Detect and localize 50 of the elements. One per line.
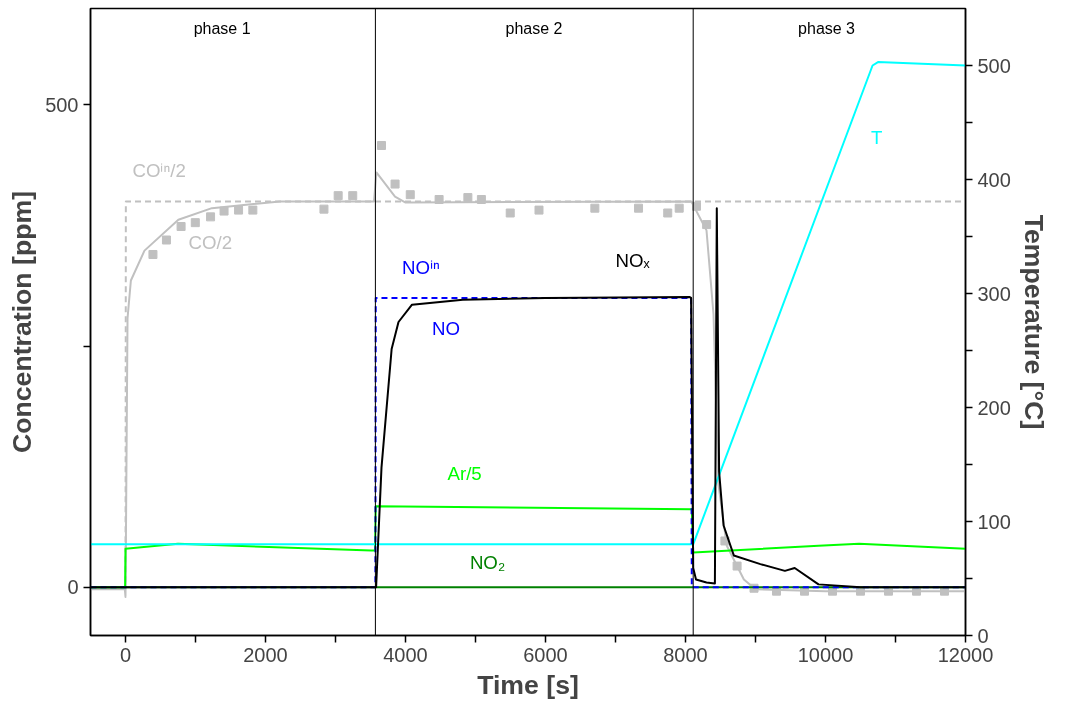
point (376, 140, 386, 150)
point (348, 191, 358, 201)
x-tick-label: 6000 (523, 643, 568, 666)
x-tick-label: 4000 (383, 643, 428, 666)
point (702, 220, 712, 230)
series-label: NOⁱⁿ (402, 256, 440, 278)
point (505, 208, 515, 218)
y2-tick-label: 200 (977, 396, 1011, 419)
point (732, 561, 742, 571)
x-tick-label: 2000 (243, 643, 288, 666)
point (463, 193, 473, 203)
point (219, 206, 229, 216)
annotation: phase 1 (193, 20, 251, 38)
x-tick-label: 8000 (663, 643, 708, 666)
y2-tick-label: 100 (977, 510, 1011, 533)
annotation: phase 2 (505, 20, 563, 38)
series-label: NO₂ (469, 551, 506, 573)
point (663, 208, 673, 218)
point (161, 235, 171, 245)
point (148, 249, 158, 259)
point (319, 204, 329, 214)
y2-axis-title: Temperature [°C] (1018, 214, 1049, 430)
point (333, 191, 343, 201)
series-label: Ar/5 (447, 463, 482, 485)
series-label: T (871, 127, 883, 149)
x-axis-title: Time [s] (477, 669, 579, 700)
point (534, 205, 544, 215)
point (206, 212, 216, 222)
point (674, 203, 684, 213)
point (590, 203, 600, 213)
point (176, 222, 186, 231)
point (634, 203, 644, 213)
y2-tick-label: 500 (977, 54, 1011, 77)
point (390, 179, 400, 189)
y2-tick-label: 300 (977, 282, 1011, 305)
point (476, 194, 486, 204)
x-tick-label: 0 (119, 643, 132, 666)
annotation: phase 3 (798, 20, 856, 38)
series-label: NOₓ (615, 249, 651, 271)
series-label: CO/2 (188, 231, 233, 253)
series-label: COⁱⁿ/2 (132, 160, 186, 182)
point (248, 205, 258, 215)
point (234, 205, 244, 215)
point (434, 194, 444, 204)
annotation: NO (432, 318, 461, 340)
point (405, 190, 415, 200)
x-tick-label: 10000 (797, 643, 854, 666)
point (190, 218, 200, 228)
y-axis-title: Concentration [ppm] (7, 190, 38, 454)
y2-tick-label: 400 (977, 168, 1011, 191)
